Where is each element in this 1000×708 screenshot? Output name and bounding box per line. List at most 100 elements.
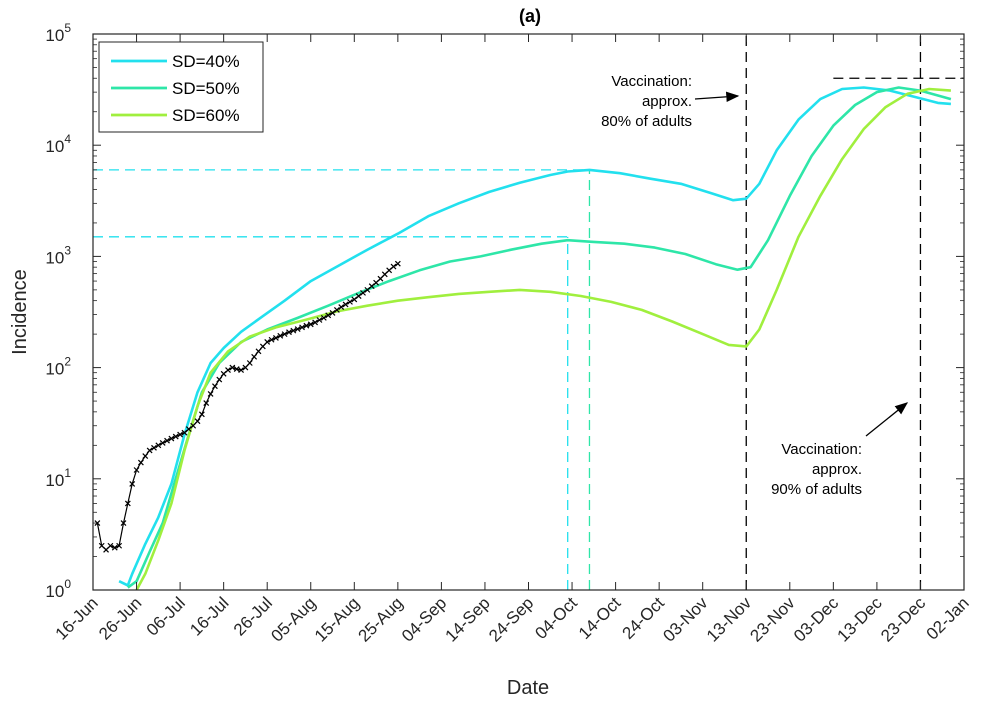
observed-point (381, 271, 388, 278)
observed-point (164, 437, 170, 444)
y-tick-label: 100 (45, 577, 71, 601)
observed-point (94, 520, 101, 526)
observed-point (133, 467, 140, 473)
observed-point (216, 376, 223, 383)
observed-point (290, 327, 297, 334)
observed-point (146, 447, 153, 454)
y-tick-label: 104 (45, 132, 71, 156)
y-tick-base: 10 (45, 26, 64, 45)
observed-point (129, 480, 136, 487)
observed-point (299, 324, 305, 331)
chart-title: (a) (519, 6, 541, 26)
observed-point (238, 367, 244, 374)
observed-point (159, 440, 166, 446)
observed-point (190, 422, 197, 429)
observed-point (124, 500, 131, 507)
y-tick-base: 10 (45, 582, 64, 601)
annotation-vacc-80: Vaccination: approx. 80% of adults (601, 73, 692, 130)
y-tick-exponent: 0 (64, 577, 71, 591)
observed-point (286, 329, 292, 336)
annotation-arrow (865, 402, 909, 437)
observed-point (268, 336, 275, 343)
observed-point (325, 312, 332, 319)
observed-point (151, 444, 157, 451)
observed-point (368, 283, 375, 290)
annotation-line: Vaccination: (611, 73, 692, 90)
y-tick-label: 102 (45, 355, 71, 379)
y-tick-base: 10 (45, 137, 64, 156)
observed-point (329, 310, 336, 316)
annotation-line: Vaccination: (781, 441, 862, 458)
observed-point (198, 411, 205, 418)
observed-point (246, 360, 253, 366)
observed-point (277, 332, 284, 339)
observed-point (351, 296, 358, 303)
observed-point (264, 339, 271, 345)
observed-point (212, 383, 218, 390)
legend-label: SD=50% (172, 79, 240, 98)
observed-point (194, 418, 201, 425)
series-line-1 (118, 86, 951, 587)
observed-data (94, 260, 401, 553)
observed-point (360, 289, 366, 296)
observed-point (338, 304, 345, 311)
annotation-line: approx. (642, 93, 692, 110)
observed-point (116, 542, 123, 549)
observed-point (255, 348, 262, 355)
observed-point (172, 433, 179, 440)
observed-point (111, 544, 118, 551)
observed-point (320, 314, 327, 321)
observed-point (107, 542, 114, 549)
observed-point (294, 326, 301, 333)
observed-point (333, 307, 340, 313)
observed-point (142, 453, 149, 460)
observed-point (394, 260, 401, 267)
y-tick-exponent: 1 (64, 466, 71, 480)
annotation-vacc-90: Vaccination: approx. 90% of adults (771, 441, 862, 498)
observed-point (137, 459, 144, 466)
observed-point (229, 364, 236, 371)
observed-point (207, 390, 214, 397)
observed-point (225, 367, 231, 374)
y-axis-title: Incidence (9, 269, 31, 355)
observed-point (259, 343, 266, 350)
reference-lines (93, 34, 964, 590)
series-line-3 (135, 87, 951, 590)
observed-point (168, 435, 175, 442)
observed-point (303, 322, 310, 329)
observed-point (281, 331, 288, 338)
observed-point (390, 263, 397, 270)
observed-point (155, 442, 162, 449)
observed-point (373, 279, 379, 286)
y-tick-base: 10 (45, 248, 64, 267)
y-tick-label: 101 (45, 466, 71, 490)
annotation-arrow (694, 91, 740, 103)
observed-point (203, 400, 210, 406)
observed-point (307, 321, 314, 328)
x-axis-title: Date (507, 677, 549, 699)
observed-point (242, 364, 249, 371)
observed-point (347, 298, 353, 305)
y-tick-exponent: 3 (64, 243, 71, 257)
legend-label: SD=40% (172, 52, 240, 71)
annotations: Vaccination: approx. 80% of adultsVaccinat… (601, 73, 909, 498)
observed-point (98, 542, 105, 549)
observed-point (251, 353, 258, 360)
observed-point (316, 317, 323, 323)
y-tick-label: 105 (45, 21, 71, 45)
observed-point (233, 366, 240, 372)
observed-point (342, 301, 349, 308)
observed-point (272, 334, 279, 341)
y-tick-base: 10 (45, 360, 64, 379)
annotation-line: 90% of adults (771, 481, 862, 498)
y-tick-label: 103 (45, 243, 71, 267)
legend-label: SD=60% (172, 106, 240, 125)
annotation-line: 80% of adults (601, 113, 692, 130)
observed-point (120, 520, 127, 526)
y-tick-exponent: 4 (64, 132, 71, 146)
y-tick-exponent: 2 (64, 355, 71, 369)
observed-point (355, 293, 362, 299)
observed-point (185, 426, 192, 433)
